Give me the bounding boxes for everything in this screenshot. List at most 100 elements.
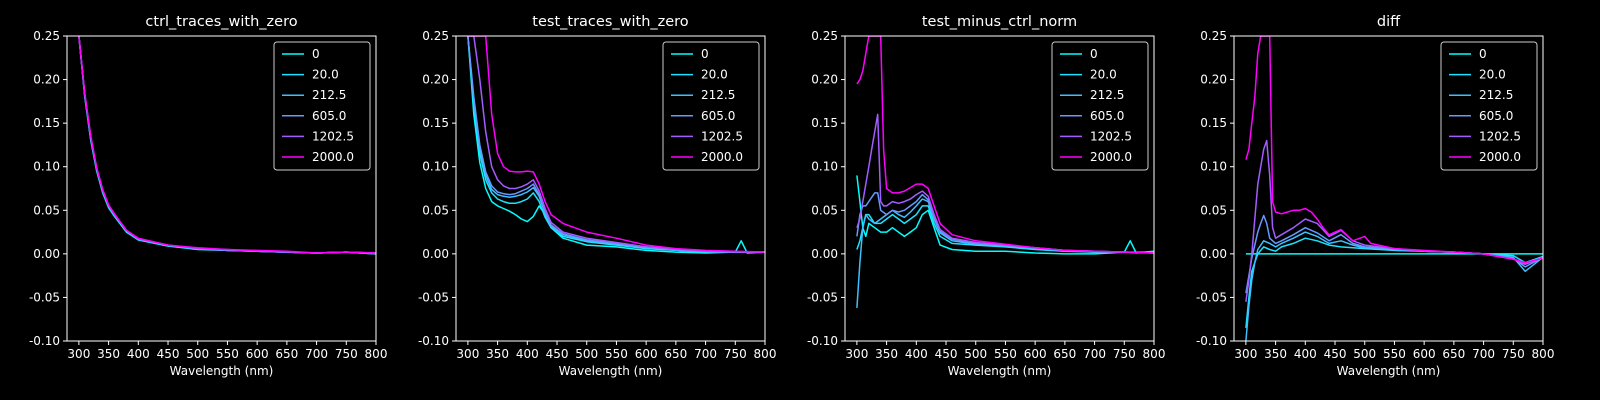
legend-label: 0	[1090, 47, 1098, 61]
x-axis-label: Wavelength (nm)	[1337, 364, 1441, 378]
x-tick-label: 550	[1383, 347, 1406, 361]
x-tick-label: 400	[905, 347, 928, 361]
y-tick-label: 0.15	[1200, 116, 1227, 130]
x-tick-label: 750	[1502, 347, 1525, 361]
y-tick-label: 0.20	[811, 73, 838, 87]
legend-label: 1202.5	[312, 129, 354, 143]
legend-label: 1202.5	[1479, 129, 1521, 143]
axes-frame	[844, 35, 1155, 342]
x-tick-label: 450	[1324, 347, 1347, 361]
y-tick-label: -0.05	[29, 290, 60, 304]
legend: 0 20.0 212.5 605.0 1202.5 2000.0	[273, 41, 371, 171]
plot-area	[78, 36, 376, 255]
legend-label: 1202.5	[701, 129, 743, 143]
chart-title: diff	[1377, 14, 1401, 30]
legend-label: 2000.0	[1479, 150, 1521, 164]
x-tick-label: 650	[1053, 347, 1076, 361]
series-line-0	[467, 36, 765, 254]
x-tick-label: 600	[1024, 347, 1047, 361]
x-tick-label: 400	[516, 347, 539, 361]
chart-title: test_traces_with_zero	[532, 14, 689, 30]
legend-label: 0	[312, 47, 320, 61]
y-tick-label: 0.05	[33, 203, 60, 217]
legend-label: 212.5	[1090, 88, 1124, 102]
legend-label: 212.5	[312, 88, 346, 102]
y-tick-label: 0.10	[811, 160, 838, 174]
y-tick-label: 0.10	[1200, 160, 1227, 174]
chart-title: test_minus_ctrl_norm	[922, 14, 1077, 30]
chart-title: ctrl_traces_with_zero	[145, 14, 297, 30]
legend-label: 605.0	[1090, 109, 1124, 123]
plot-area	[467, 36, 765, 254]
x-tick-label: 350	[1264, 347, 1287, 361]
legend-label: 20.0	[1479, 68, 1506, 82]
x-tick-label: 650	[275, 347, 298, 361]
x-tick-label: 800	[1143, 347, 1166, 361]
y-tick-label: 0.20	[1200, 73, 1227, 87]
y-tick-label: 0.05	[811, 203, 838, 217]
y-tick-label: 0.15	[811, 116, 838, 130]
y-tick-label: -0.05	[807, 290, 838, 304]
x-tick-label: 800	[365, 347, 388, 361]
x-tick-label: 400	[127, 347, 150, 361]
x-tick-label: 350	[875, 347, 898, 361]
series-line-2000.0	[856, 36, 1154, 254]
y-tick-label: -0.05	[418, 290, 449, 304]
x-tick-label: 450	[935, 347, 958, 361]
legend-label: 2000.0	[312, 150, 354, 164]
legend: 0 20.0 212.5 605.0 1202.5 2000.0	[662, 41, 760, 171]
legend-label: 20.0	[701, 68, 728, 82]
axes-frame	[1233, 35, 1544, 342]
legend-label: 212.5	[1479, 88, 1513, 102]
x-tick-label: 650	[1442, 347, 1465, 361]
legend-label: 2000.0	[701, 150, 743, 164]
y-tick-label: -0.10	[1196, 334, 1227, 348]
y-tick-label: 0.20	[422, 73, 449, 87]
series-line-0	[856, 175, 1154, 255]
y-tick-label: 0.25	[811, 29, 838, 43]
x-tick-label: 700	[1472, 347, 1495, 361]
y-tick-label: 0.00	[422, 247, 449, 261]
legend-label: 605.0	[1479, 109, 1513, 123]
y-tick-label: 0.25	[33, 29, 60, 43]
x-tick-label: 700	[694, 347, 717, 361]
x-axis-label: Wavelength (nm)	[948, 364, 1052, 378]
y-tick-label: 0.00	[811, 247, 838, 261]
x-tick-label: 500	[186, 347, 209, 361]
series-line-20.0	[856, 205, 1154, 253]
legend-label: 0	[1479, 47, 1487, 61]
legend-label: 605.0	[701, 109, 735, 123]
y-tick-label: -0.10	[29, 334, 60, 348]
y-tick-label: -0.10	[807, 334, 838, 348]
subplot-4: 300 350 400 450 500 550 600 650 700 750 800 -0.10 -0…	[1196, 14, 1555, 378]
x-tick-label: 700	[1083, 347, 1106, 361]
legend-label: 212.5	[701, 88, 735, 102]
y-tick-label: 0.15	[422, 116, 449, 130]
x-tick-label: 300	[67, 347, 90, 361]
legend-label: 1202.5	[1090, 129, 1132, 143]
y-tick-label: 0.15	[33, 116, 60, 130]
subplot-1: 300 350 400 450 500 550 600 650 700 750 800 -0.10 -0…	[29, 14, 388, 378]
x-tick-label: 800	[1532, 347, 1555, 361]
y-tick-label: 0.10	[33, 160, 60, 174]
x-tick-label: 300	[845, 347, 868, 361]
legend-label: 20.0	[1090, 68, 1117, 82]
x-tick-label: 600	[1413, 347, 1436, 361]
y-tick-label: 0.25	[1200, 29, 1227, 43]
legend: 0 20.0 212.5 605.0 1202.5 2000.0	[1051, 41, 1149, 171]
x-tick-label: 300	[456, 347, 479, 361]
y-tick-label: -0.10	[418, 334, 449, 348]
legend-label: 2000.0	[1090, 150, 1132, 164]
subplot-3: 300 350 400 450 500 550 600 650 700 750 800 -0.10 -0…	[807, 14, 1166, 378]
y-tick-label: 0.10	[422, 160, 449, 174]
x-tick-label: 350	[486, 347, 509, 361]
legend-label: 0	[701, 47, 709, 61]
x-tick-label: 350	[97, 347, 120, 361]
x-axis-label: Wavelength (nm)	[170, 364, 274, 378]
x-tick-label: 550	[216, 347, 239, 361]
legend-label: 20.0	[312, 68, 339, 82]
axes-frame	[455, 35, 766, 342]
legend-label: 605.0	[312, 109, 346, 123]
series-line-2000.0	[467, 36, 765, 253]
